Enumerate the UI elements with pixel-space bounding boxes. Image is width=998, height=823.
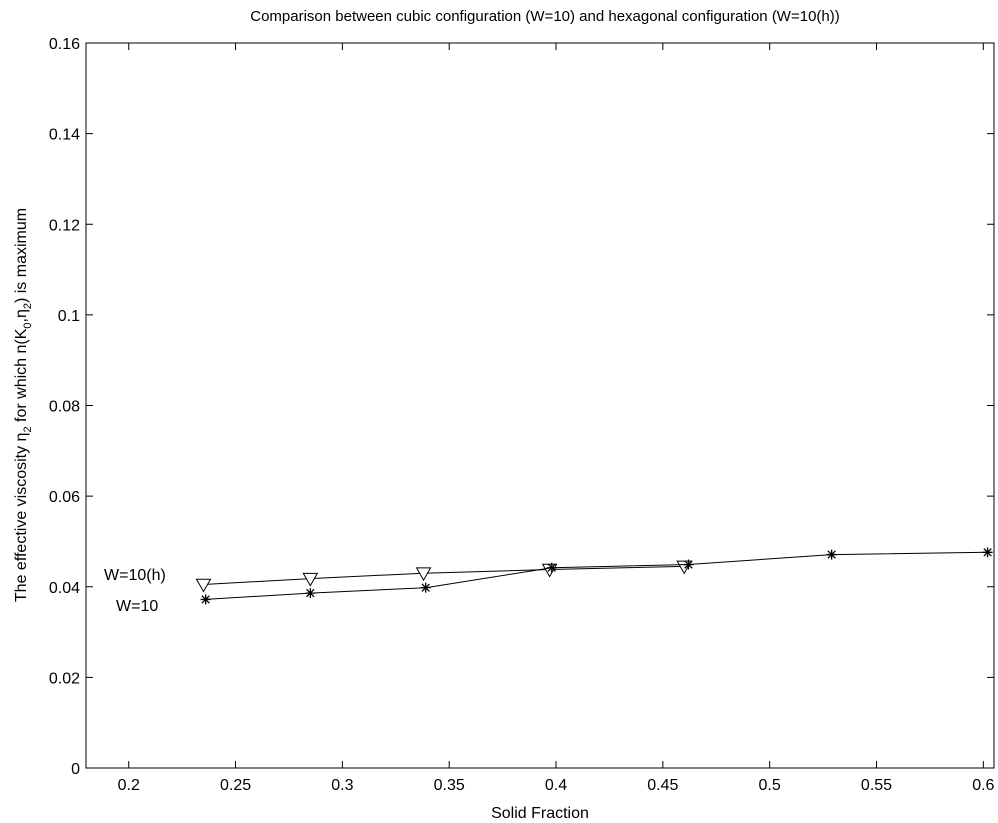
y-tick-label: 0.16 (49, 36, 80, 53)
point-marker-star (826, 549, 837, 560)
y-tick-label: 0.06 (49, 489, 80, 506)
series-line (205, 551, 988, 600)
y-tick-label: 0.14 (49, 127, 80, 144)
point-marker-star (420, 582, 431, 593)
x-tick-label: 0.45 (647, 777, 678, 794)
point-marker-star (683, 559, 694, 570)
x-tick-label: 0.3 (331, 777, 353, 794)
point-marker-triangle (195, 578, 212, 593)
x-axis-ticks: 0.2 0.25 0.3 0.35 0.4 0.45 0.5 0.55 0.6 (118, 43, 995, 794)
series-line (203, 565, 685, 585)
annotation-w10: W=10 (116, 598, 158, 615)
point-marker-star (982, 547, 993, 558)
x-axis-label: Solid Fraction (491, 805, 589, 822)
x-tick-label: 0.35 (434, 777, 465, 794)
plot-area-frame (85, 42, 995, 769)
y-axis-label: The effective viscosity η2 for which n(K… (13, 208, 34, 602)
y-tick-label: 0 (71, 761, 80, 778)
chart-title: Comparison between cubic configuration (… (250, 8, 840, 25)
x-tick-label: 0.6 (972, 777, 994, 794)
y-tick-label: 0.1 (58, 308, 80, 325)
x-tick-label: 0.2 (118, 777, 140, 794)
x-tick-label: 0.5 (759, 777, 781, 794)
series-layer (195, 547, 993, 605)
x-tick-label: 0.55 (861, 777, 892, 794)
point-marker-triangle (415, 567, 432, 582)
point-marker-triangle (302, 572, 319, 587)
point-marker-star (305, 588, 316, 599)
x-tick-label: 0.25 (220, 777, 251, 794)
point-marker-star (200, 594, 211, 605)
y-tick-label: 0.02 (49, 670, 80, 687)
annotation-w10h: W=10(h) (104, 567, 166, 584)
point-marker-star (546, 562, 557, 573)
y-axis-ticks: 0 0.02 0.04 0.06 0.08 0.1 0.12 0.14 0.16 (49, 36, 994, 778)
y-tick-label: 0.12 (49, 217, 80, 234)
x-tick-label: 0.4 (545, 777, 567, 794)
y-tick-label: 0.04 (49, 580, 80, 597)
y-tick-label: 0.08 (49, 399, 80, 416)
